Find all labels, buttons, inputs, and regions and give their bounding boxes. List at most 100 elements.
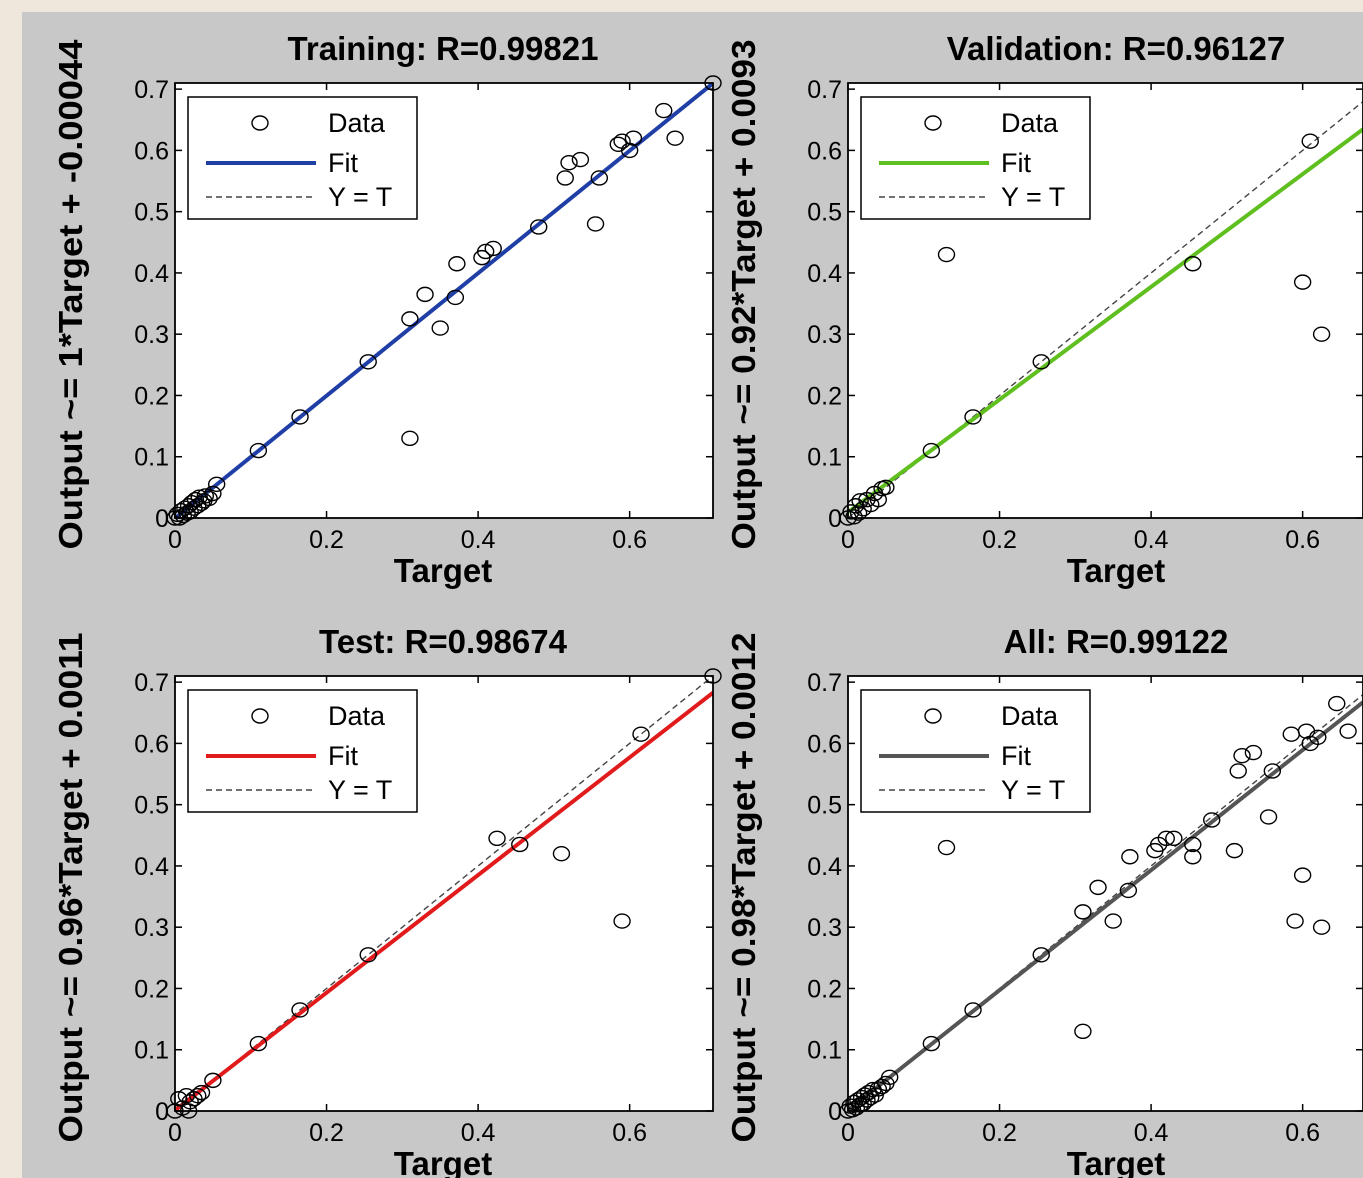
legend-data-marker [924, 115, 942, 131]
y-tick-label: 0.1 [807, 1037, 842, 1065]
data-point [1089, 879, 1107, 896]
data-point [196, 488, 215, 504]
y-tick-label: 0.7 [807, 669, 842, 697]
data-point [590, 170, 609, 186]
data-point [189, 1087, 207, 1104]
data-point [586, 216, 605, 232]
data-point [200, 490, 218, 507]
data-point [552, 845, 571, 862]
data-point [655, 102, 673, 119]
legend-box [187, 96, 418, 220]
axes-box [174, 82, 714, 519]
panel-4: 0 0.2 0.4 0.6 0 0.1 0.2 0.3 0.4 0.5 0.6 0.7 Data Fit Y… [725, 623, 1363, 1178]
legend-data-marker [924, 708, 942, 724]
data-point [1339, 723, 1357, 739]
y-tick-label: 0.2 [134, 382, 169, 410]
data-point [446, 289, 465, 306]
panel-title: Validation: R=0.96127 [947, 30, 1285, 67]
data-point [1309, 729, 1327, 745]
data-point [1032, 354, 1050, 370]
x-tick-label: 0.6 [1285, 1119, 1320, 1147]
axes-box [847, 82, 1363, 519]
data-point [359, 947, 377, 963]
data-point [401, 311, 419, 327]
legend-fit-label: Fit [328, 741, 358, 771]
x-tick-label: 0.6 [612, 526, 647, 554]
data-point [922, 442, 941, 459]
data-point [1074, 1023, 1092, 1040]
x-axis-label: Target [394, 552, 492, 589]
axes-box [174, 675, 714, 1112]
panel-3: 0 0.2 0.4 0.6 0 0.1 0.2 0.3 0.4 0.5 0.6 0.7 Data Fit Y… [52, 623, 722, 1178]
data-point [1229, 763, 1247, 779]
data-point [249, 1035, 268, 1052]
data-point [1286, 913, 1304, 929]
fit-line [848, 700, 1363, 1111]
legend-reference-label: Y = T [1001, 775, 1065, 805]
axes-box [847, 675, 1363, 1112]
legend-data-label: Data [1001, 701, 1059, 731]
x-tick-label: 0.4 [1134, 526, 1169, 554]
data-point [556, 170, 574, 186]
y-tick-label: 0.7 [134, 669, 169, 697]
legend-box [187, 689, 418, 813]
y-tick-label: 0.2 [807, 382, 842, 410]
data-point [922, 1035, 941, 1052]
y-tick-label: 0.2 [807, 975, 842, 1003]
data-point [207, 476, 226, 493]
regression-figure: 0 0.2 0.4 0.6 0 0.1 0.2 0.3 0.4 0.5 0.6 0.7 Data Fit Y… [22, 12, 1363, 1178]
y-tick-label: 0.3 [134, 914, 169, 942]
legend-fit-label: Fit [328, 148, 358, 178]
data-point [964, 1002, 982, 1018]
regression-plots-svg: 0 0.2 0.4 0.6 0 0.1 0.2 0.3 0.4 0.5 0.6 0.7 Data Fit Y… [52, 30, 1363, 1178]
x-tick-label: 0 [168, 526, 182, 554]
data-point [291, 1002, 309, 1018]
y-tick-label: 0.3 [134, 321, 169, 349]
y-tick-label: 0.5 [807, 792, 842, 820]
panel-title: Test: R=0.98674 [319, 623, 568, 660]
data-point [1263, 763, 1282, 779]
y-tick-label: 0.6 [134, 730, 169, 758]
y-tick-label: 0.5 [134, 792, 169, 820]
legend-data-label: Data [328, 701, 386, 731]
data-point [204, 485, 222, 502]
data-point [1119, 882, 1138, 899]
fit-line [848, 127, 1363, 514]
x-tick-label: 0 [841, 526, 855, 554]
legend-reference-label: Y = T [328, 775, 392, 805]
y-tick-label: 0.4 [807, 260, 842, 288]
data-point [488, 830, 506, 847]
data-point [448, 256, 466, 272]
legend-data-marker [251, 708, 269, 724]
y-tick-label: 0 [155, 1098, 169, 1126]
data-point [666, 130, 684, 146]
data-point [416, 286, 434, 303]
data-point [431, 320, 449, 336]
data-point [249, 442, 268, 459]
y-tick-label: 0.6 [807, 137, 842, 165]
x-axis-label: Target [1067, 1145, 1165, 1178]
legend-reference-label: Y = T [1001, 182, 1065, 212]
data-point [1074, 904, 1092, 920]
y-tick-label: 0.1 [134, 1037, 169, 1065]
data-point [632, 726, 650, 742]
x-tick-label: 0.2 [982, 526, 1017, 554]
legend-fit-label: Fit [1001, 741, 1031, 771]
data-point [1121, 849, 1139, 865]
data-point [511, 836, 529, 853]
legend-data-label: Data [1001, 108, 1059, 138]
data-point [291, 409, 309, 425]
data-point [937, 246, 956, 263]
y-tick-label: 0.2 [134, 975, 169, 1003]
data-point [1203, 812, 1221, 828]
data-point [190, 489, 208, 505]
x-tick-label: 0.4 [461, 1119, 496, 1147]
data-point [1032, 947, 1050, 963]
legend-data-label: Data [328, 108, 386, 138]
data-point [1312, 326, 1331, 342]
y-tick-label: 0.6 [807, 730, 842, 758]
legend-box [860, 689, 1091, 813]
legend-data-marker [251, 115, 269, 131]
panel-title: Training: R=0.99821 [288, 30, 599, 67]
y-tick-label: 0.4 [134, 853, 169, 881]
